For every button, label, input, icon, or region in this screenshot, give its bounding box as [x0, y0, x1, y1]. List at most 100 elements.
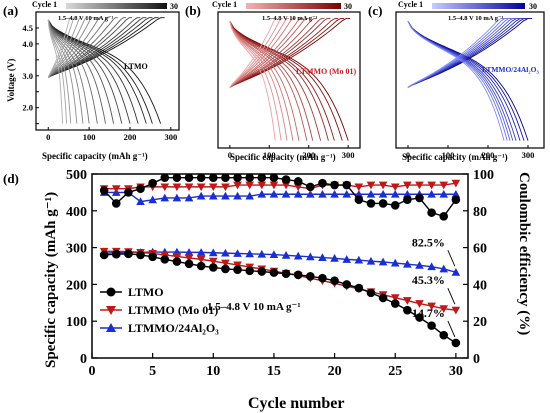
y-tick-label: 200: [66, 278, 87, 293]
data-point: [403, 189, 412, 198]
discharge-curve: [47, 19, 98, 124]
data-point: [233, 261, 242, 270]
x-tick-label: 10: [206, 364, 220, 379]
data-point: [427, 302, 436, 311]
data-point: [208, 248, 218, 257]
data-point: [390, 189, 400, 198]
cycle-bar-end-label: 30: [529, 2, 537, 11]
charge-curve: [229, 18, 325, 88]
data-point: [366, 256, 376, 265]
cycle-bar-start-label: Cycle 1: [398, 0, 423, 9]
discharge-curve: [47, 19, 64, 124]
data-point: [451, 195, 461, 205]
data-point: [221, 264, 230, 274]
sample-label: LTMMO/24Al₂O₃: [482, 65, 539, 74]
data-point: [136, 250, 145, 260]
y2-tick-label: 20: [473, 315, 487, 330]
data-point: [233, 249, 242, 257]
retention-label: 45.3%: [412, 273, 445, 287]
data-point: [318, 273, 327, 283]
data-point: [208, 173, 218, 182]
condition-label: 1.5–4.8 V 10 mA g⁻¹: [262, 15, 317, 22]
data-point: [111, 185, 121, 194]
cycle-bar-start-label: Cycle 1: [212, 0, 237, 9]
data-point: [415, 181, 424, 190]
data-point: [148, 195, 157, 204]
y-tick-label: 100: [66, 315, 87, 330]
data-point: [390, 200, 400, 210]
data-point: [378, 293, 388, 303]
data-point: [281, 269, 291, 279]
x-tick-label: 0: [89, 364, 96, 379]
data-point: [415, 300, 424, 308]
data-point: [184, 173, 194, 182]
retention-arrow: [447, 320, 456, 338]
charge-curve: [48, 17, 118, 78]
charge-curve: [47, 17, 94, 78]
panel-label-d: (d): [3, 171, 19, 186]
data-point: [378, 199, 388, 208]
data-point: [124, 249, 133, 259]
cycle-colorbar: [246, 3, 341, 9]
data-point: [245, 181, 254, 190]
data-point: [111, 249, 121, 259]
data-point: [330, 276, 339, 286]
data-point: [378, 181, 388, 190]
data-point: [172, 193, 182, 202]
data-point: [111, 199, 121, 208]
x-tick-label: 200: [482, 150, 495, 160]
discharge-curve: [47, 19, 131, 124]
data-point: [136, 184, 145, 194]
y2-tick-label: 60: [473, 242, 487, 257]
data-point: [403, 305, 412, 315]
data-point: [281, 189, 291, 198]
panel-a-chart: Cycle 1 30 0 100 200 300 2.0 3.0 4.0 4.5 1.5–4.…: [6, 0, 180, 161]
data-point: [196, 255, 206, 264]
data-point: [196, 183, 206, 192]
discharge-curve: [47, 19, 78, 124]
data-point: [245, 249, 254, 258]
data-point: [281, 175, 291, 184]
data-point: [233, 265, 242, 274]
data-point: [196, 261, 206, 271]
discharge-curve: [47, 19, 153, 124]
discharge-curve: [229, 20, 335, 141]
data-point: [184, 193, 194, 202]
data-point: [451, 179, 461, 188]
x-axis-label: Specific capacity (mAh g⁻¹): [230, 152, 336, 162]
discharge-curve: [229, 21, 288, 141]
data-point: [221, 259, 230, 268]
data-point: [257, 173, 267, 182]
data-point: [160, 183, 170, 192]
data-point: [403, 181, 412, 190]
x-tick-label: 300: [342, 150, 355, 160]
data-point: [293, 183, 303, 192]
data-point: [257, 267, 267, 276]
data-point: [136, 197, 145, 206]
y-tick-label: 0: [80, 352, 87, 367]
data-point: [184, 254, 194, 263]
y-tick-label: 2.0: [22, 103, 33, 113]
retention-label: 14.7%: [412, 306, 445, 320]
data-point: [366, 181, 376, 190]
data-point: [269, 189, 279, 198]
data-point: [330, 180, 339, 190]
data-point: [245, 191, 254, 200]
data-point: [269, 268, 279, 277]
x-tick-label: 0: [228, 150, 232, 160]
data-point: [451, 338, 461, 348]
panel-label-c: (c): [368, 3, 382, 18]
charge-curve: [229, 18, 317, 88]
sample-label: LTMMO (Mo 01): [296, 67, 356, 76]
data-point: [342, 255, 352, 263]
discharge-curve: [47, 19, 106, 124]
data-point: [342, 189, 352, 198]
x-tick-label: 300: [164, 132, 177, 142]
data-point: [390, 258, 400, 267]
data-point: [403, 259, 412, 268]
data-point: [403, 195, 412, 205]
data-point: [99, 250, 109, 260]
x-axis-label: Specific capacity (mAh g⁻¹): [42, 151, 148, 161]
condition-label: 1.5–4.8 V 10 mA g⁻¹: [58, 15, 113, 22]
